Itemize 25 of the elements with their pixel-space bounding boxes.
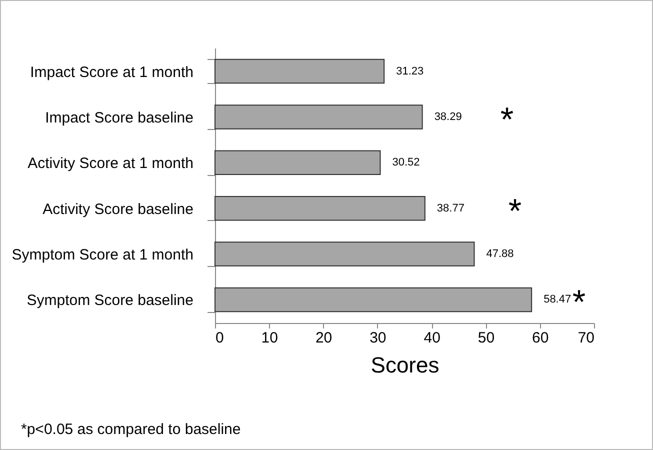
y-tick-label: Symptom Score baseline — [26, 292, 194, 310]
data-label: 47.88 — [486, 248, 514, 260]
data-label: 38.29 — [434, 110, 462, 123]
y-tick-label: Symptom Score at 1 month — [12, 246, 194, 264]
x-tick-label: 10 — [261, 330, 278, 346]
x-tick-label: 20 — [315, 330, 332, 346]
x-tick-label: 60 — [532, 330, 549, 346]
x-tick-label: 50 — [478, 330, 495, 346]
data-label: 31.23 — [396, 65, 424, 78]
annotation: * — [572, 284, 586, 322]
x-tick-label: 40 — [424, 330, 440, 346]
x-tick-label: 70 — [578, 330, 594, 346]
y-tick-label: Impact Score at 1 month — [30, 64, 194, 81]
y-tick-label: Activity Score at 1 month — [28, 155, 194, 172]
annotation: * — [508, 192, 522, 230]
x-tick-label: 30 — [370, 330, 386, 346]
x-axis-title: Scores — [370, 352, 440, 378]
data-label: 38.77 — [436, 202, 464, 214]
data-label: 30.52 — [392, 156, 420, 169]
x-tick-label: 0 — [216, 330, 224, 346]
data-label: 58.47 — [544, 294, 572, 306]
y-tick-label: Activity Score baseline — [42, 200, 194, 218]
y-tick-label: Impact Score baseline — [45, 109, 194, 126]
text: *p<0.05 as compared to baseline — [21, 421, 241, 438]
annotation: * — [500, 100, 514, 139]
